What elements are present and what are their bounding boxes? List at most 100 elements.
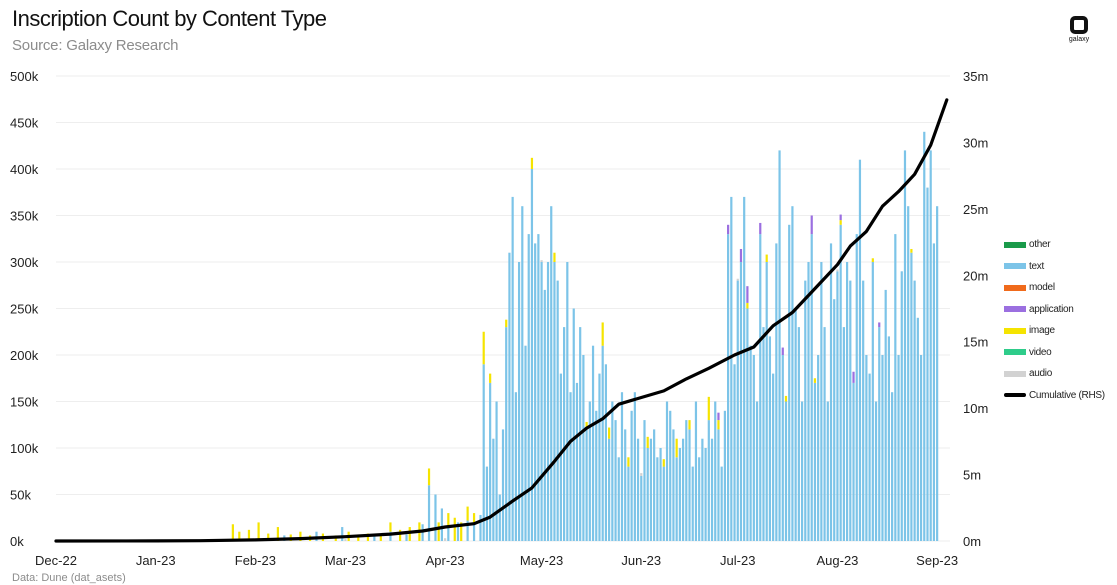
- legend-swatch: [1004, 241, 1026, 248]
- bar-text: [704, 448, 707, 541]
- bar-text: [932, 243, 936, 541]
- x-tick-label: Feb-23: [235, 553, 276, 568]
- bar-text: [849, 280, 852, 541]
- bar-application: [727, 224, 730, 235]
- bar-text: [540, 262, 543, 541]
- bar-text: [826, 401, 829, 541]
- bar-image: [447, 513, 450, 528]
- bar-text: [630, 410, 633, 541]
- bar-audio: [444, 538, 447, 541]
- bar-text: [505, 327, 508, 541]
- bar-text: [614, 420, 617, 541]
- bar-audio: [640, 473, 643, 476]
- bar-text: [768, 336, 772, 541]
- x-tick-label: Jan-23: [136, 553, 176, 568]
- bar-text: [916, 317, 919, 541]
- legend-swatch: [1004, 263, 1026, 270]
- bar-text: [373, 533, 376, 541]
- bar-text: [517, 262, 521, 541]
- bar-image: [688, 420, 691, 430]
- x-tick-label: Jun-23: [621, 553, 661, 568]
- bar-text: [878, 327, 881, 541]
- bar-text: [823, 327, 826, 541]
- bar-text: [405, 534, 408, 541]
- bar-text: [669, 410, 672, 541]
- bar-text: [897, 355, 900, 541]
- y-left-tick-label: 500k: [10, 69, 39, 84]
- y-right-tick-label: 0m: [963, 534, 981, 549]
- x-tick-label: Dec-22: [35, 553, 77, 568]
- bar-text: [910, 252, 913, 541]
- bar-text: [772, 373, 775, 541]
- y-left-tick-label: 400k: [10, 162, 39, 177]
- y-left-tick-label: 300k: [10, 255, 39, 270]
- y-right-tick-label: 25m: [963, 202, 988, 217]
- bar-text: [681, 438, 685, 541]
- legend-label: model: [1029, 282, 1055, 294]
- bar-text: [736, 280, 739, 541]
- bar-text: [498, 494, 501, 541]
- y-left-tick-label: 0k: [10, 534, 24, 549]
- bar-text: [617, 457, 620, 541]
- legend-item-image: image: [1004, 320, 1105, 342]
- bar-text: [466, 520, 469, 541]
- bar-text: [739, 262, 743, 541]
- bar-text: [836, 271, 839, 541]
- bar-text: [440, 508, 443, 541]
- bar-text: [598, 373, 601, 541]
- bar-text: [746, 308, 749, 541]
- bar-image: [675, 438, 678, 458]
- bar-text: [646, 448, 649, 541]
- bar-image: [366, 533, 370, 541]
- bar-text: [675, 457, 678, 541]
- bar-text: [543, 289, 546, 541]
- bar-application: [852, 371, 855, 383]
- legend-swatch: [1004, 393, 1026, 398]
- bar-text: [743, 196, 746, 541]
- bar-text: [723, 410, 726, 541]
- bar-image: [267, 533, 270, 541]
- bar-text: [749, 345, 752, 541]
- bar-text: [604, 364, 608, 541]
- bar-text: [710, 438, 714, 541]
- bar-image: [585, 421, 588, 430]
- bar-text: [852, 382, 855, 541]
- bar-text: [894, 234, 897, 541]
- bar-text: [833, 299, 836, 541]
- bar-text: [923, 131, 926, 542]
- bar-text: [874, 401, 878, 541]
- bar-text: [730, 196, 733, 541]
- bar-text: [585, 429, 588, 541]
- bar-text: [842, 327, 845, 541]
- x-tick-label: Jul-23: [720, 553, 755, 568]
- bar-text: [881, 355, 884, 541]
- bar-text: [778, 150, 781, 541]
- y-left-tick-label: 100k: [10, 441, 39, 456]
- bar-text: [884, 289, 887, 541]
- bar-text: [479, 514, 482, 541]
- y-left-tick-label: 200k: [10, 348, 39, 363]
- bar-text: [755, 401, 759, 541]
- bar-image: [472, 513, 476, 525]
- y-left-tick-label: 250k: [10, 302, 39, 317]
- legend-item-application: application: [1004, 299, 1105, 321]
- bar-text: [569, 392, 572, 541]
- y-right-tick-label: 5m: [963, 468, 981, 483]
- x-tick-label: Apr-23: [426, 553, 465, 568]
- bar-image: [813, 378, 817, 383]
- bar-text: [727, 234, 730, 541]
- bar-text: [694, 401, 698, 541]
- legend-item-other: other: [1004, 234, 1105, 256]
- bar-text: [508, 252, 511, 541]
- x-tick-label: Sep-23: [916, 553, 958, 568]
- bar-text: [868, 373, 871, 541]
- bar-text: [640, 475, 643, 541]
- bar-application: [810, 215, 813, 235]
- bar-image: [784, 395, 788, 402]
- bar-text: [926, 187, 929, 541]
- legend-label: text: [1029, 260, 1044, 272]
- bar-application: [839, 214, 842, 221]
- bar-text: [566, 262, 569, 541]
- bar-text: [698, 457, 701, 541]
- legend-item-text: text: [1004, 256, 1105, 278]
